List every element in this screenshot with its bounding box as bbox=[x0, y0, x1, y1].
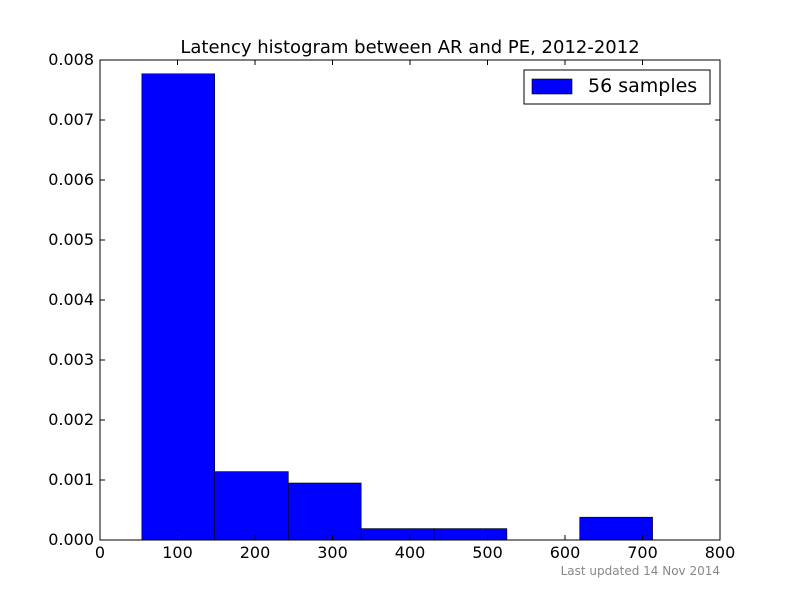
bar bbox=[360, 528, 435, 541]
y-tick-label: 0.006 bbox=[48, 170, 94, 189]
y-tick-label: 0.000 bbox=[48, 530, 94, 549]
footnote: Last updated 14 Nov 2014 bbox=[561, 564, 720, 578]
chart-title: Latency histogram between AR and PE, 201… bbox=[180, 37, 639, 58]
x-tick-label: 200 bbox=[240, 543, 271, 562]
bar bbox=[214, 471, 289, 541]
bar bbox=[288, 482, 362, 541]
bar bbox=[433, 528, 508, 541]
legend-swatch bbox=[531, 78, 573, 95]
y-tick-label: 0.005 bbox=[48, 230, 94, 249]
x-tick-label: 700 bbox=[627, 543, 658, 562]
x-tick-label: 0 bbox=[95, 543, 105, 562]
y-tick-label: 0.007 bbox=[48, 110, 94, 129]
bar bbox=[579, 516, 653, 541]
y-tick-label: 0.008 bbox=[48, 50, 94, 69]
bar bbox=[141, 73, 216, 541]
x-tick-label: 300 bbox=[317, 543, 348, 562]
y-tick-label: 0.003 bbox=[48, 350, 94, 369]
x-tick-label: 800 bbox=[705, 543, 736, 562]
legend-label: 56 samples bbox=[588, 75, 697, 97]
x-tick-label: 400 bbox=[395, 543, 426, 562]
y-tick-label: 0.001 bbox=[48, 470, 94, 489]
x-tick-label: 500 bbox=[472, 543, 503, 562]
y-tick-label: 0.004 bbox=[48, 290, 94, 309]
x-tick-label: 600 bbox=[550, 543, 581, 562]
y-tick-label: 0.002 bbox=[48, 410, 94, 429]
x-tick-label: 100 bbox=[162, 543, 193, 562]
